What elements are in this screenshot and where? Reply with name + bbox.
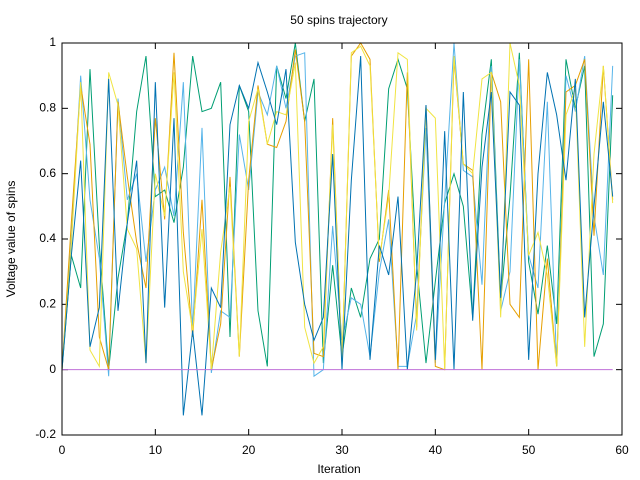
y-tick-label: -0.2 (35, 427, 56, 441)
x-tick-label: 40 (429, 443, 443, 457)
x-tick-label: 50 (522, 443, 536, 457)
y-tick-label: 0.4 (39, 231, 56, 245)
y-tick-label: 0.8 (39, 101, 56, 115)
x-tick-label: 30 (335, 443, 349, 457)
x-tick-label: 60 (615, 443, 629, 457)
y-tick-label: 1 (49, 35, 56, 49)
series-line (61, 56, 614, 416)
x-tick-label: 20 (242, 443, 256, 457)
x-tick-label: 10 (149, 443, 163, 457)
y-axis-label: Voltage value of spins (4, 181, 18, 298)
series-line (61, 42, 614, 370)
plot-border (61, 42, 623, 436)
series-line (61, 42, 614, 371)
chart-title: 50 spins trajectory (290, 13, 387, 27)
x-axis-label: Iteration (317, 462, 360, 476)
y-tick-label: 0.2 (39, 297, 56, 311)
y-tick-label: 0.6 (39, 166, 56, 180)
y-tick-label: 0 (49, 362, 56, 376)
x-tick-label: 0 (59, 443, 66, 457)
